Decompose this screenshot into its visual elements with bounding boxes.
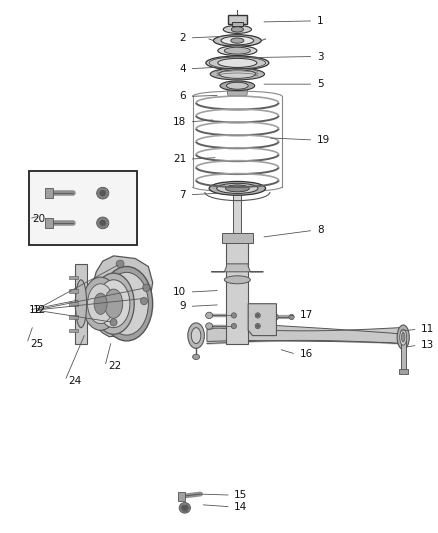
Text: 8: 8	[317, 225, 323, 236]
Ellipse shape	[257, 314, 259, 317]
Ellipse shape	[105, 272, 148, 335]
Ellipse shape	[83, 277, 118, 330]
Ellipse shape	[224, 47, 251, 54]
Ellipse shape	[217, 183, 258, 193]
Text: 15: 15	[234, 490, 247, 500]
Text: 14: 14	[234, 502, 247, 512]
Ellipse shape	[224, 276, 251, 284]
Text: 13: 13	[421, 340, 434, 350]
Text: 11: 11	[421, 324, 434, 334]
Ellipse shape	[223, 26, 251, 34]
Text: 22: 22	[108, 361, 122, 372]
Ellipse shape	[110, 319, 117, 326]
Text: 25: 25	[30, 338, 43, 349]
Text: 21: 21	[173, 154, 186, 164]
Ellipse shape	[255, 324, 260, 329]
Ellipse shape	[219, 70, 256, 78]
Text: 6: 6	[180, 91, 186, 101]
Bar	[69, 276, 78, 279]
Bar	[69, 302, 78, 306]
Bar	[401, 340, 406, 372]
Ellipse shape	[97, 187, 109, 199]
Ellipse shape	[270, 313, 278, 321]
Ellipse shape	[141, 297, 148, 305]
Ellipse shape	[218, 46, 257, 55]
Bar	[69, 329, 78, 333]
Ellipse shape	[75, 280, 87, 328]
Ellipse shape	[231, 324, 237, 329]
Ellipse shape	[182, 505, 187, 511]
Bar	[74, 264, 87, 344]
Ellipse shape	[221, 36, 254, 45]
Ellipse shape	[206, 312, 212, 319]
Ellipse shape	[213, 35, 261, 46]
Text: 16: 16	[300, 349, 313, 359]
Bar	[69, 289, 78, 293]
Text: 12: 12	[29, 305, 42, 315]
Text: 7: 7	[180, 190, 186, 200]
Ellipse shape	[231, 38, 244, 43]
Ellipse shape	[210, 68, 265, 80]
Ellipse shape	[397, 325, 409, 350]
Ellipse shape	[94, 293, 107, 314]
Ellipse shape	[143, 284, 150, 292]
Bar	[178, 492, 185, 501]
Ellipse shape	[226, 82, 248, 89]
Ellipse shape	[105, 289, 123, 318]
Text: 10: 10	[173, 287, 186, 297]
Text: 24: 24	[68, 376, 81, 386]
Bar	[69, 316, 78, 319]
Ellipse shape	[193, 354, 200, 360]
Text: 17: 17	[300, 310, 313, 320]
Ellipse shape	[188, 323, 205, 349]
Text: 5: 5	[317, 79, 323, 89]
Ellipse shape	[88, 284, 113, 324]
Polygon shape	[90, 256, 153, 337]
Ellipse shape	[206, 56, 269, 70]
Ellipse shape	[220, 81, 255, 91]
Ellipse shape	[191, 328, 201, 344]
Bar	[222, 233, 253, 243]
Text: 12: 12	[32, 305, 46, 315]
Bar	[228, 14, 247, 24]
Polygon shape	[226, 237, 248, 344]
Ellipse shape	[101, 266, 153, 341]
Ellipse shape	[116, 260, 124, 268]
Ellipse shape	[100, 220, 106, 226]
Bar	[233, 189, 241, 237]
Text: 1: 1	[317, 16, 323, 26]
Bar	[45, 218, 53, 228]
Text: 4: 4	[180, 64, 186, 74]
Bar	[45, 188, 53, 198]
Text: 9: 9	[180, 301, 186, 311]
Ellipse shape	[100, 190, 106, 196]
Text: 2: 2	[180, 33, 186, 43]
Ellipse shape	[206, 323, 212, 329]
Ellipse shape	[255, 313, 260, 318]
Bar	[232, 22, 243, 26]
Bar	[29, 171, 138, 245]
Ellipse shape	[218, 59, 257, 67]
Ellipse shape	[179, 503, 191, 513]
Polygon shape	[207, 324, 400, 344]
Ellipse shape	[289, 314, 294, 320]
Ellipse shape	[97, 280, 130, 328]
Ellipse shape	[400, 329, 407, 345]
Bar	[399, 369, 408, 374]
Text: 18: 18	[173, 117, 186, 127]
Polygon shape	[226, 86, 248, 95]
Ellipse shape	[231, 27, 244, 32]
Ellipse shape	[231, 313, 237, 318]
Ellipse shape	[226, 185, 249, 192]
Polygon shape	[248, 304, 276, 336]
Ellipse shape	[257, 325, 259, 327]
Text: 20: 20	[32, 214, 46, 224]
Text: 3: 3	[317, 52, 323, 61]
Polygon shape	[211, 264, 263, 272]
Ellipse shape	[97, 217, 109, 229]
Ellipse shape	[402, 333, 405, 342]
Text: 19: 19	[317, 135, 330, 145]
Ellipse shape	[209, 181, 265, 195]
Ellipse shape	[93, 273, 134, 334]
